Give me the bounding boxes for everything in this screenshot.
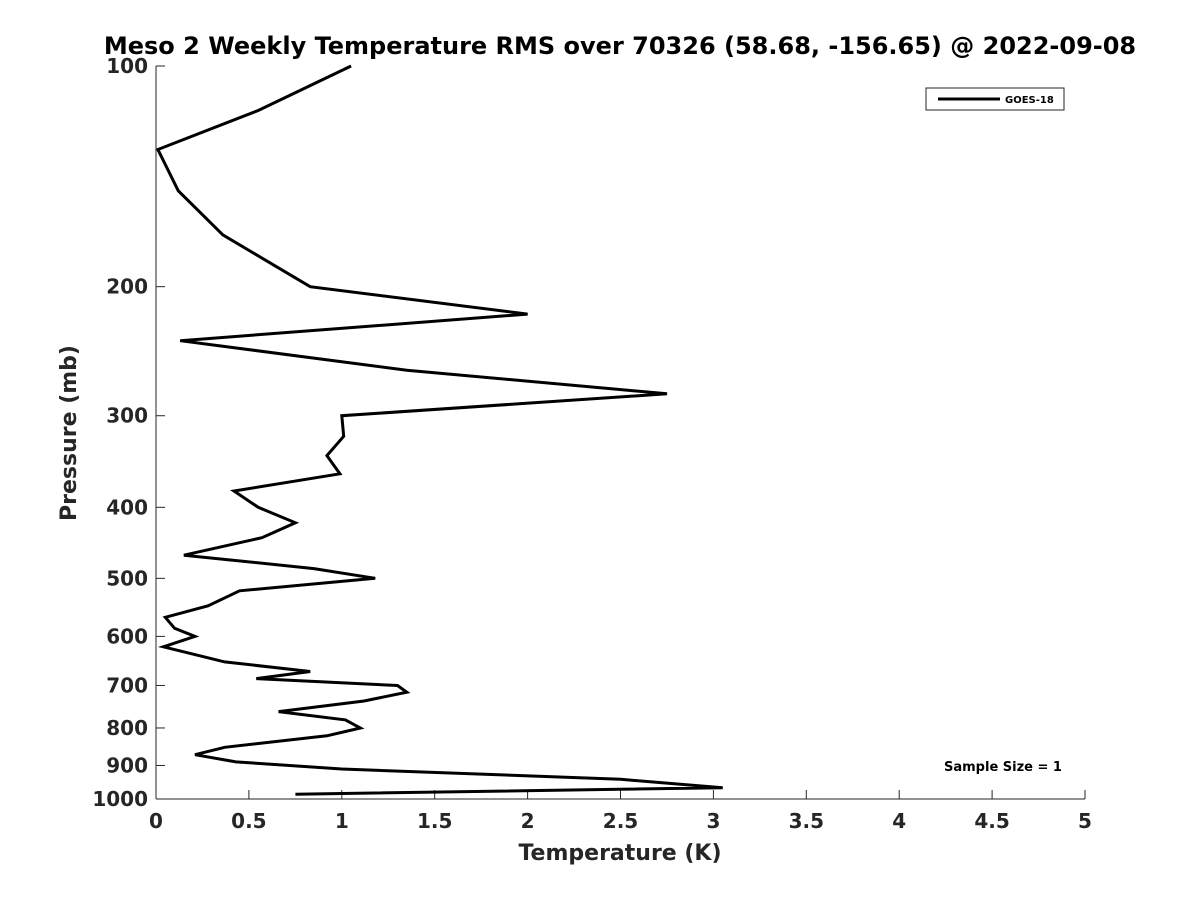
y-tick-label: 900 <box>106 753 148 777</box>
x-tick-label: 3.5 <box>789 809 824 833</box>
legend: GOES-18 <box>925 87 1065 111</box>
y-tick-label: 1000 <box>92 787 148 811</box>
y-tick-label: 800 <box>106 716 148 740</box>
y-tick-label: 200 <box>106 275 148 299</box>
x-tick-label: 2.5 <box>603 809 638 833</box>
y-tick-label: 300 <box>106 404 148 428</box>
y-tick-label: 600 <box>106 624 148 648</box>
y-axis-ticks: 100 200 300 400 500 600 700 800 900 1000 <box>92 54 165 811</box>
series-layer <box>155 64 723 796</box>
x-axis-ticks: 0 0.5 1 1.5 2 2.5 3 3.5 4 4.5 5 <box>149 790 1092 833</box>
x-tick-label: 3 <box>706 809 720 833</box>
sample-size-annotation: Sample Size = 1 <box>944 760 1062 775</box>
chart-title: Meso 2 Weekly Temperature RMS over 70326… <box>104 32 1136 60</box>
x-tick-label: 4.5 <box>974 809 1009 833</box>
x-axis-label: Temperature (K) <box>518 841 721 866</box>
y-tick-label: 400 <box>106 495 148 519</box>
x-tick-label: 0 <box>149 809 163 833</box>
x-tick-label: 5 <box>1078 809 1092 833</box>
y-tick-label: 500 <box>106 566 148 590</box>
x-tick-label: 2 <box>521 809 535 833</box>
x-tick-label: 1.5 <box>417 809 452 833</box>
x-tick-label: 0.5 <box>231 809 266 833</box>
legend-entry-goes-18: GOES-18 <box>1005 95 1054 106</box>
y-tick-label: 700 <box>106 673 148 697</box>
x-tick-label: 1 <box>335 809 349 833</box>
y-tick-label: 100 <box>106 54 148 78</box>
x-tick-label: 4 <box>892 809 906 833</box>
y-axis-label: Pressure (mb) <box>57 345 82 521</box>
series-line-goes-18 <box>155 64 723 796</box>
